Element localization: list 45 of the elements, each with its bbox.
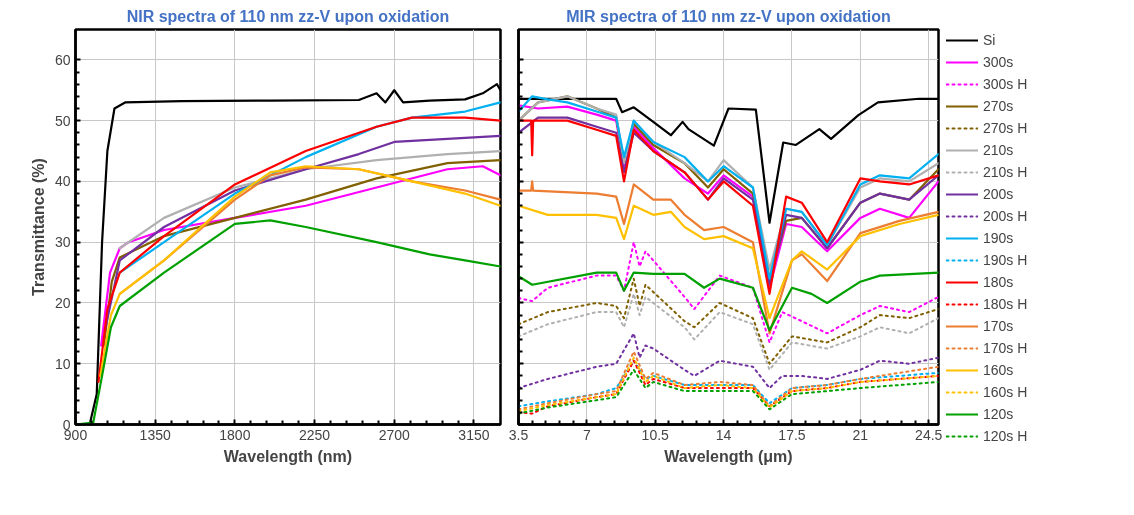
x-tick-label: 17.5 <box>778 426 806 443</box>
x-axis-title: Wavelength (nm) <box>223 447 353 465</box>
legend-label: 120s H <box>983 427 1028 446</box>
y-axis-title: Transmittance (%) <box>29 158 47 296</box>
chart-title: NIR spectra of 110 nm zz-V upon oxidation <box>126 7 450 25</box>
x-tick-label: 3150 <box>458 426 490 443</box>
legend-label: Si <box>983 31 997 50</box>
y-tick-label: 60 <box>54 51 71 68</box>
x-axis-title: Wavelength (μm) <box>664 447 793 465</box>
x-tick-label: 10.5 <box>641 426 670 443</box>
y-tick-label: 10 <box>54 355 71 372</box>
legend-label: 160s <box>983 361 1014 380</box>
x-tick-label: 14 <box>715 426 732 443</box>
y-tick-label: 30 <box>54 234 71 251</box>
x-tick-label: 7 <box>582 426 591 443</box>
chart-title: MIR spectra of 110 nm zz-V upon oxidation <box>566 7 891 25</box>
x-tick-label: 1350 <box>139 426 171 443</box>
legend-label: 160s H <box>983 383 1028 402</box>
y-tick-label: 40 <box>54 173 71 190</box>
legend-label: 210s <box>983 141 1014 160</box>
legend-label: 170s <box>983 317 1014 336</box>
legend-label: 180s <box>983 273 1014 292</box>
legend-label: 200s <box>983 185 1014 204</box>
legend-label: 180s H <box>983 295 1028 314</box>
x-tick-label: 2700 <box>378 426 411 443</box>
y-tick-label: 50 <box>54 112 71 129</box>
line-series <box>118 149 501 250</box>
y-tick-label: 20 <box>54 294 71 311</box>
legend-label: 270s H <box>983 119 1028 138</box>
legend-label: 300s <box>983 53 1014 72</box>
legend-label: 190s <box>983 229 1014 248</box>
legend-label: 210s H <box>983 163 1028 182</box>
x-tick-label: 1800 <box>219 426 251 443</box>
legend-label: 300s H <box>983 75 1028 94</box>
legend-label: 190s H <box>983 251 1028 270</box>
x-tick-label: 3.5 <box>508 426 529 443</box>
legend-label: 200s H <box>983 207 1028 226</box>
x-tick-label: 24.5 <box>915 426 943 443</box>
legend-label: 270s <box>983 97 1014 116</box>
line-series <box>97 116 501 384</box>
legend-label: 120s <box>983 405 1014 424</box>
legend-label: 170s H <box>983 339 1028 358</box>
x-tick-label: 2250 <box>298 426 331 443</box>
x-tick-label: 21 <box>852 426 869 443</box>
line-series <box>104 134 501 329</box>
